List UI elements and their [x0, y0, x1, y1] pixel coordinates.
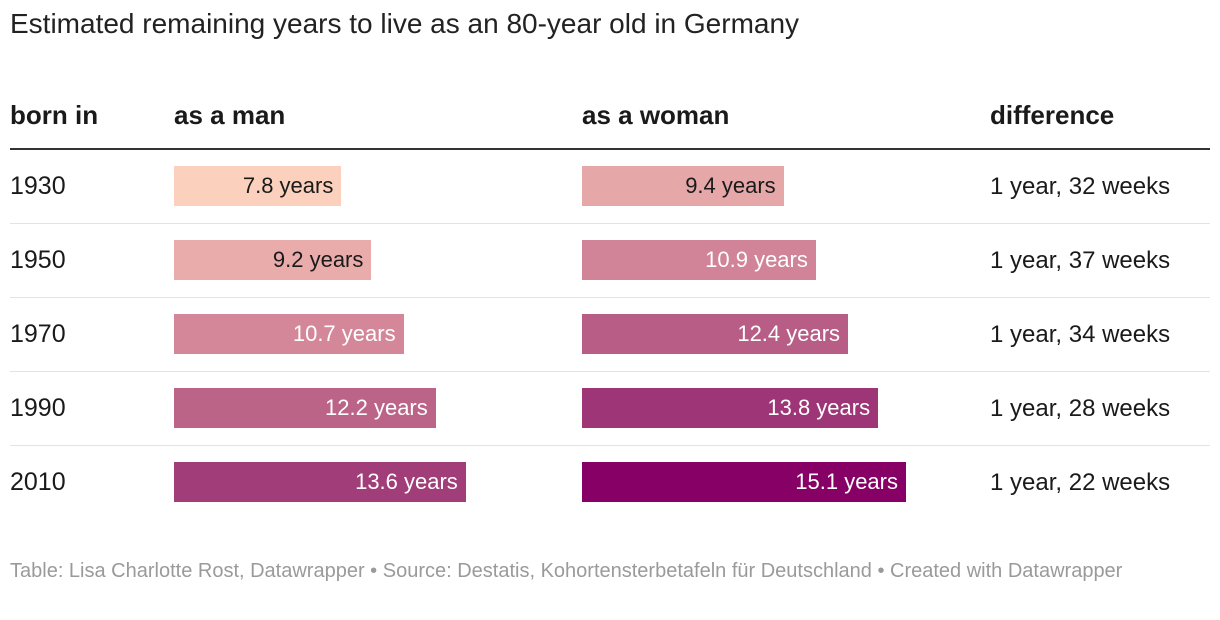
footer-credits: Table: Lisa Charlotte Rost, Datawrapper …	[10, 560, 1123, 582]
header-as-a-man: as a man	[174, 100, 286, 130]
born-year: 1930	[10, 172, 66, 200]
born-year: 1990	[10, 394, 66, 422]
difference-value: 1 year, 28 weeks	[990, 395, 1171, 422]
man-bar-label: 12.2 years	[325, 395, 428, 420]
row-divider	[10, 297, 1210, 298]
man-bar: 12.2 years	[174, 388, 436, 428]
difference-value: 1 year, 37 weeks	[990, 247, 1171, 274]
man-bar-label: 13.6 years	[355, 469, 458, 494]
man-bar-label: 10.7 years	[292, 321, 396, 346]
difference-value: 1 year, 22 weeks	[990, 469, 1171, 496]
born-year: 2010	[10, 468, 66, 496]
table-row: 1990 12.2 years 13.8 years 1 year, 28 weeks	[0, 372, 1220, 446]
woman-bar: 15.1 years	[582, 462, 906, 502]
born-year: 1950	[10, 246, 66, 274]
table-row: 1930 7.8 years 9.4 years 1 year, 32 weeks	[0, 150, 1220, 224]
difference-value: 1 year, 34 weeks	[990, 321, 1171, 348]
woman-bar: 9.4 years	[582, 166, 784, 206]
table-row: 1950 9.2 years 10.9 years 1 year, 37 weeks	[0, 224, 1220, 298]
difference-value: 1 year, 32 weeks	[990, 173, 1171, 200]
man-bar-label: 7.8 years	[242, 173, 334, 198]
woman-bar: 13.8 years	[582, 388, 879, 428]
header-born-in: born in	[10, 100, 99, 130]
man-bar: 7.8 years	[174, 166, 342, 206]
born-year: 1970	[10, 320, 66, 348]
woman-bar-label: 12.4 years	[737, 321, 841, 346]
header-as-a-woman: as a woman	[582, 100, 730, 130]
header-difference: difference	[990, 100, 1115, 130]
man-bar-label: 9.2 years	[272, 247, 364, 272]
woman-bar-label: 13.8 years	[767, 395, 871, 420]
woman-bar-label: 10.9 years	[705, 247, 808, 272]
woman-bar: 10.9 years	[582, 240, 816, 280]
man-bar: 9.2 years	[174, 240, 372, 280]
table-row: 2010 13.6 years 15.1 years 1 year, 22 weeks	[0, 446, 1220, 520]
man-bar: 13.6 years	[174, 462, 466, 502]
woman-bar: 12.4 years	[582, 314, 849, 354]
woman-bar-label: 15.1 years	[795, 469, 898, 494]
chart-title: Estimated remaining years to live as an …	[10, 8, 800, 39]
man-bar: 10.7 years	[174, 314, 404, 354]
woman-bar-label: 9.4 years	[685, 173, 776, 198]
header-divider	[10, 148, 1210, 150]
row-divider	[10, 371, 1210, 372]
table-row: 1970 10.7 years 12.4 years 1 year, 34 weeks	[0, 298, 1220, 372]
row-divider	[10, 223, 1210, 224]
row-divider	[10, 445, 1210, 446]
